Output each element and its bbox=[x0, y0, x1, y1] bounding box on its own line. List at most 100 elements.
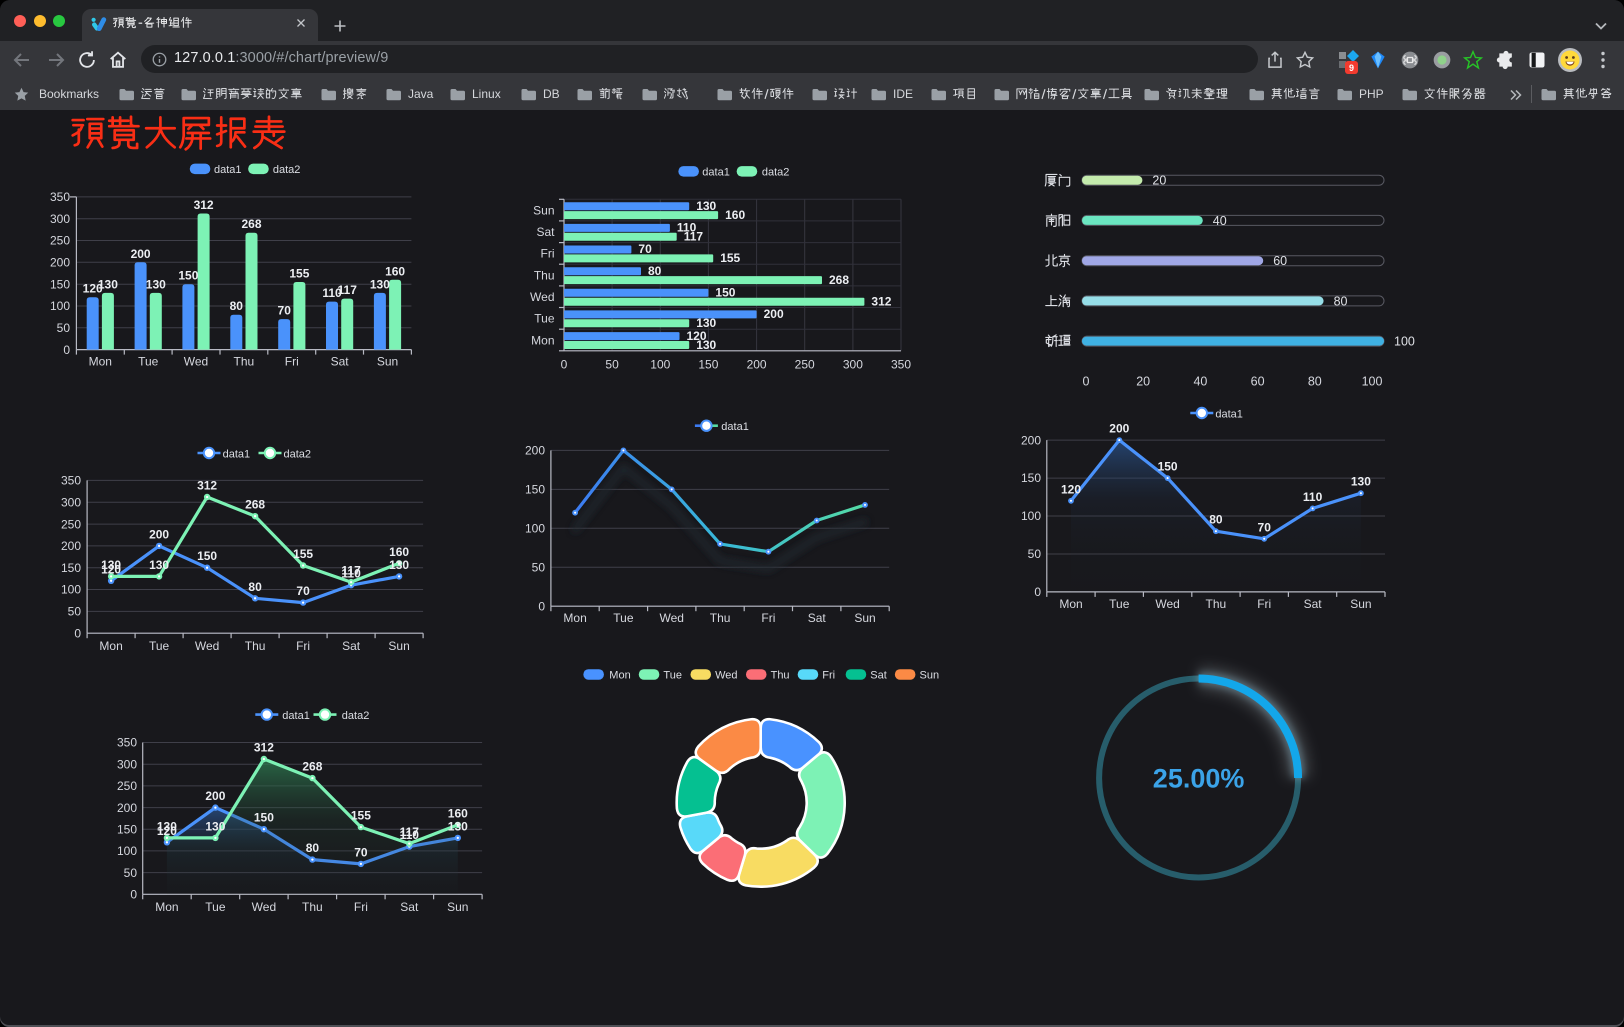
svg-text:80: 80 bbox=[230, 299, 244, 313]
svg-text:130: 130 bbox=[149, 558, 169, 572]
svg-text:130: 130 bbox=[1351, 475, 1371, 489]
svg-text:20: 20 bbox=[1152, 174, 1166, 188]
svg-text:Thu: Thu bbox=[710, 611, 731, 625]
svg-text:60: 60 bbox=[1251, 374, 1265, 388]
svg-text:268: 268 bbox=[302, 760, 322, 774]
svg-text:0: 0 bbox=[561, 357, 568, 371]
svg-text:130: 130 bbox=[370, 277, 390, 291]
svg-text:data2: data2 bbox=[342, 710, 370, 722]
svg-text:117: 117 bbox=[341, 564, 361, 578]
svg-text:Tue: Tue bbox=[534, 312, 555, 326]
svg-text:160: 160 bbox=[385, 264, 405, 278]
svg-text:150: 150 bbox=[698, 357, 718, 371]
svg-text:Sat: Sat bbox=[400, 900, 419, 914]
svg-text:Thu: Thu bbox=[771, 670, 790, 682]
svg-text:250: 250 bbox=[795, 357, 815, 371]
svg-text:250: 250 bbox=[61, 517, 81, 531]
svg-text:80: 80 bbox=[306, 841, 320, 855]
svg-text:0: 0 bbox=[1083, 374, 1090, 388]
svg-text:Fri: Fri bbox=[761, 611, 775, 625]
svg-text:50: 50 bbox=[532, 561, 546, 575]
svg-text:200: 200 bbox=[764, 307, 784, 321]
svg-text:160: 160 bbox=[448, 806, 468, 820]
svg-text:312: 312 bbox=[197, 479, 217, 493]
svg-text:50: 50 bbox=[605, 357, 619, 371]
svg-text:130: 130 bbox=[696, 199, 716, 213]
svg-text:155: 155 bbox=[293, 547, 313, 561]
svg-text:Sat: Sat bbox=[1304, 597, 1323, 611]
svg-text:120: 120 bbox=[1061, 482, 1081, 496]
svg-text:Mon: Mon bbox=[563, 611, 586, 625]
svg-text:Mon: Mon bbox=[99, 639, 122, 653]
svg-text:100: 100 bbox=[1362, 374, 1383, 388]
svg-text:312: 312 bbox=[254, 741, 274, 755]
svg-text:Fri: Fri bbox=[296, 639, 310, 653]
svg-text:70: 70 bbox=[296, 584, 310, 598]
svg-text:Tue: Tue bbox=[663, 670, 682, 682]
svg-text:Tue: Tue bbox=[613, 611, 634, 625]
svg-text:data1: data1 bbox=[702, 167, 730, 179]
svg-text:312: 312 bbox=[194, 198, 214, 212]
svg-text:Wed: Wed bbox=[184, 355, 208, 369]
svg-text:200: 200 bbox=[747, 357, 767, 371]
svg-text:268: 268 bbox=[245, 498, 265, 512]
svg-text:Tue: Tue bbox=[149, 639, 170, 653]
svg-text:312: 312 bbox=[871, 295, 891, 309]
svg-text:150: 150 bbox=[1021, 471, 1041, 485]
svg-text:80: 80 bbox=[1209, 513, 1223, 527]
svg-text:60: 60 bbox=[1273, 254, 1287, 268]
svg-text:268: 268 bbox=[829, 273, 849, 287]
svg-text:150: 150 bbox=[1158, 460, 1178, 474]
svg-text:160: 160 bbox=[725, 208, 745, 222]
svg-text:300: 300 bbox=[50, 212, 70, 226]
svg-text:130: 130 bbox=[98, 277, 118, 291]
svg-text:200: 200 bbox=[1021, 433, 1041, 447]
svg-text:Sat: Sat bbox=[342, 639, 361, 653]
svg-text:150: 150 bbox=[178, 269, 198, 283]
svg-text:200: 200 bbox=[61, 539, 81, 553]
svg-text:110: 110 bbox=[341, 567, 361, 581]
svg-text:Tue: Tue bbox=[205, 900, 226, 914]
svg-text:300: 300 bbox=[61, 495, 81, 509]
svg-text:250: 250 bbox=[50, 234, 70, 248]
svg-text:0: 0 bbox=[1034, 585, 1041, 599]
svg-text:data2: data2 bbox=[273, 164, 301, 176]
svg-text:200: 200 bbox=[131, 247, 151, 261]
svg-text:350: 350 bbox=[117, 736, 137, 750]
svg-text:Mon: Mon bbox=[1059, 597, 1082, 611]
svg-text:Sun: Sun bbox=[388, 639, 409, 653]
svg-text:data1: data1 bbox=[282, 710, 310, 722]
svg-text:50: 50 bbox=[68, 605, 82, 619]
svg-text:80: 80 bbox=[1308, 374, 1322, 388]
svg-text:100: 100 bbox=[50, 299, 70, 313]
svg-text:Sat: Sat bbox=[536, 225, 555, 239]
svg-text:20: 20 bbox=[1136, 374, 1150, 388]
svg-text:Sat: Sat bbox=[808, 611, 827, 625]
svg-text:Wed: Wed bbox=[252, 900, 276, 914]
svg-text:data1: data1 bbox=[1215, 408, 1243, 420]
svg-text:70: 70 bbox=[638, 242, 652, 256]
svg-text:150: 150 bbox=[715, 286, 735, 300]
svg-text:Thu: Thu bbox=[534, 268, 555, 282]
svg-text:155: 155 bbox=[720, 251, 740, 265]
svg-text:160: 160 bbox=[389, 545, 409, 559]
svg-text:120: 120 bbox=[101, 562, 121, 576]
svg-text:110: 110 bbox=[1303, 490, 1323, 504]
svg-text:130: 130 bbox=[389, 558, 409, 572]
svg-text:Fri: Fri bbox=[1257, 597, 1271, 611]
svg-text:Fri: Fri bbox=[285, 355, 299, 369]
svg-text:150: 150 bbox=[117, 822, 137, 836]
svg-text:Sat: Sat bbox=[870, 670, 887, 682]
svg-text:100: 100 bbox=[1021, 509, 1041, 523]
svg-text:117: 117 bbox=[338, 283, 358, 297]
svg-text:Mon: Mon bbox=[155, 900, 178, 914]
svg-text:120: 120 bbox=[157, 824, 177, 838]
svg-text:130: 130 bbox=[146, 277, 166, 291]
svg-text:0: 0 bbox=[538, 599, 545, 613]
svg-text:130: 130 bbox=[101, 558, 121, 572]
svg-text:Wed: Wed bbox=[659, 611, 683, 625]
svg-text:Wed: Wed bbox=[1155, 597, 1179, 611]
svg-text:350: 350 bbox=[891, 357, 911, 371]
svg-text:110: 110 bbox=[677, 221, 697, 235]
svg-text:50: 50 bbox=[1028, 547, 1042, 561]
